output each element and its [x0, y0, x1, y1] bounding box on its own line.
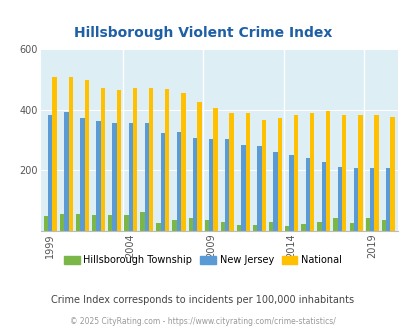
Bar [80, 117, 84, 231]
Bar [68, 77, 72, 231]
Bar [289, 155, 293, 231]
Bar [321, 162, 325, 231]
Bar [149, 87, 153, 231]
Bar [284, 226, 289, 231]
Bar [353, 168, 357, 231]
Bar [172, 219, 177, 231]
Bar [204, 219, 209, 231]
Bar [220, 222, 224, 231]
Bar [112, 123, 117, 231]
Bar [84, 80, 89, 231]
Bar [317, 222, 321, 231]
Bar [381, 220, 385, 231]
Bar [241, 145, 245, 231]
Bar [117, 90, 121, 231]
Bar [390, 116, 394, 231]
Bar [64, 112, 68, 231]
Legend: Hillsborough Township, New Jersey, National: Hillsborough Township, New Jersey, Natio… [62, 253, 343, 267]
Bar [305, 158, 309, 231]
Bar [357, 115, 362, 231]
Bar [96, 121, 100, 231]
Bar [257, 146, 261, 231]
Bar [224, 139, 229, 231]
Bar [181, 93, 185, 231]
Bar [197, 102, 201, 231]
Bar [229, 113, 233, 231]
Bar [44, 216, 48, 231]
Bar [177, 132, 181, 231]
Bar [273, 152, 277, 231]
Bar [236, 225, 241, 231]
Bar [385, 168, 390, 231]
Bar [245, 113, 249, 231]
Bar [333, 218, 337, 231]
Bar [156, 223, 160, 231]
Bar [124, 215, 128, 231]
Bar [60, 214, 64, 231]
Bar [188, 218, 192, 231]
Text: © 2025 CityRating.com - https://www.cityrating.com/crime-statistics/: © 2025 CityRating.com - https://www.city… [70, 317, 335, 326]
Bar [140, 212, 144, 231]
Bar [293, 115, 297, 231]
Bar [92, 215, 96, 231]
Bar [209, 139, 213, 231]
Bar [108, 215, 112, 231]
Bar [325, 111, 330, 231]
Bar [261, 120, 265, 231]
Bar [309, 113, 313, 231]
Bar [252, 225, 257, 231]
Bar [128, 123, 132, 231]
Bar [52, 77, 57, 231]
Bar [100, 87, 105, 231]
Bar [369, 168, 373, 231]
Text: Hillsborough Violent Crime Index: Hillsborough Violent Crime Index [74, 26, 331, 40]
Bar [269, 222, 273, 231]
Bar [277, 117, 281, 231]
Bar [48, 115, 52, 231]
Bar [213, 108, 217, 231]
Bar [165, 89, 169, 231]
Bar [160, 133, 165, 231]
Bar [337, 167, 341, 231]
Bar [144, 123, 149, 231]
Bar [192, 138, 197, 231]
Bar [365, 218, 369, 231]
Bar [373, 115, 378, 231]
Bar [341, 115, 345, 231]
Bar [301, 224, 305, 231]
Bar [76, 214, 80, 231]
Bar [349, 222, 353, 231]
Text: Crime Index corresponds to incidents per 100,000 inhabitants: Crime Index corresponds to incidents per… [51, 295, 354, 305]
Bar [132, 88, 137, 231]
